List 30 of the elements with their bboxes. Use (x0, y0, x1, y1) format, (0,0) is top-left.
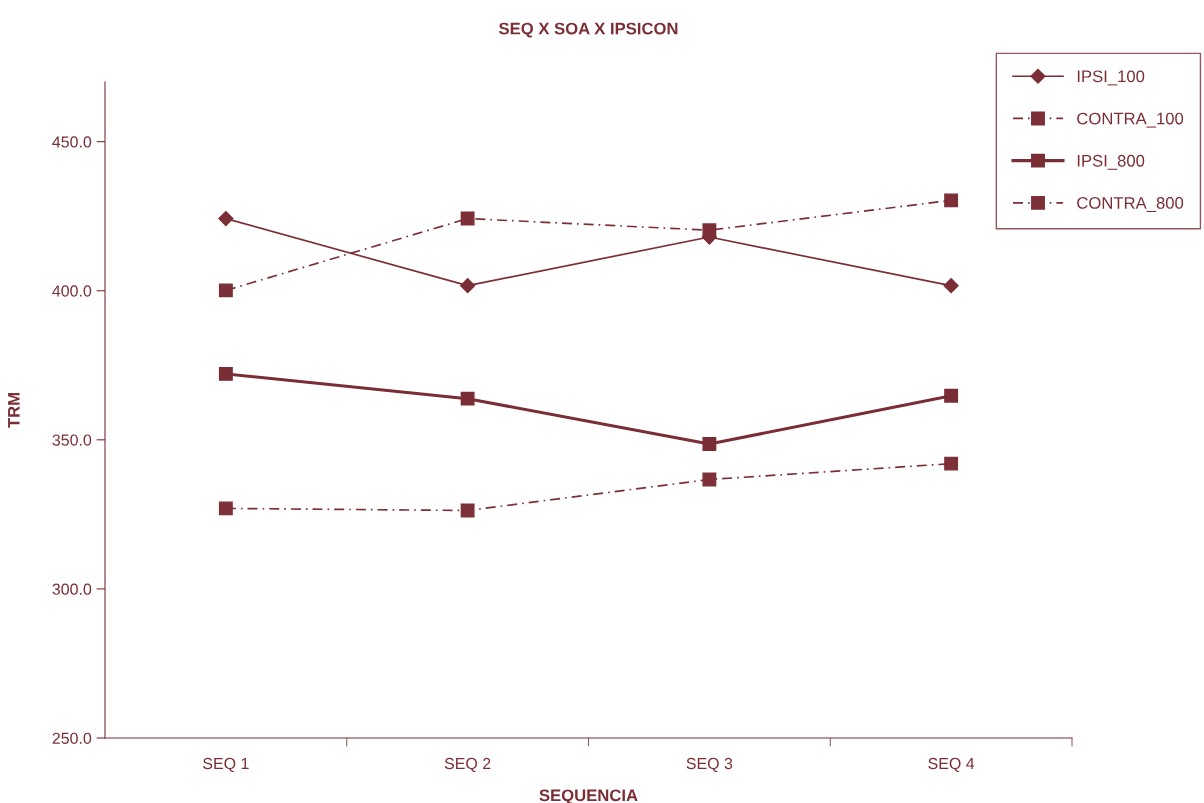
point (944, 193, 959, 208)
y-axis-title: TRM (8, 393, 20, 428)
y-tick-label: 400.0 (52, 285, 92, 297)
point (944, 456, 959, 471)
x-tick-label: SEQ 3 (686, 757, 733, 773)
point (460, 211, 475, 226)
chart-title: SEQ X SOA X IPSICON (498, 22, 678, 38)
point (702, 472, 717, 487)
point (218, 366, 233, 381)
point (218, 210, 234, 227)
point (943, 278, 959, 294)
point (702, 437, 717, 451)
x-tick-label: SEQ 2 (444, 757, 491, 773)
point (460, 391, 475, 406)
point (702, 223, 717, 238)
legend-label: CONTRA_100 (1077, 112, 1184, 128)
x-tick-label: SEQ 4 (928, 757, 975, 773)
point (218, 283, 233, 298)
point (460, 278, 476, 294)
y-tick-label: 450.0 (52, 136, 92, 148)
x-tick-label: SEQ 1 (203, 757, 249, 773)
legend-label: IPSI_100 (1077, 70, 1145, 86)
legend-label: IPSI_800 (1077, 154, 1145, 170)
legend-label: CONTRA_800 (1077, 197, 1184, 212)
point (218, 501, 233, 516)
y-tick-label: 250.0 (52, 732, 92, 744)
point (460, 503, 475, 518)
point (944, 388, 959, 403)
y-tick-label: 300.0 (52, 583, 92, 595)
y-tick-label: 350.0 (52, 434, 92, 446)
